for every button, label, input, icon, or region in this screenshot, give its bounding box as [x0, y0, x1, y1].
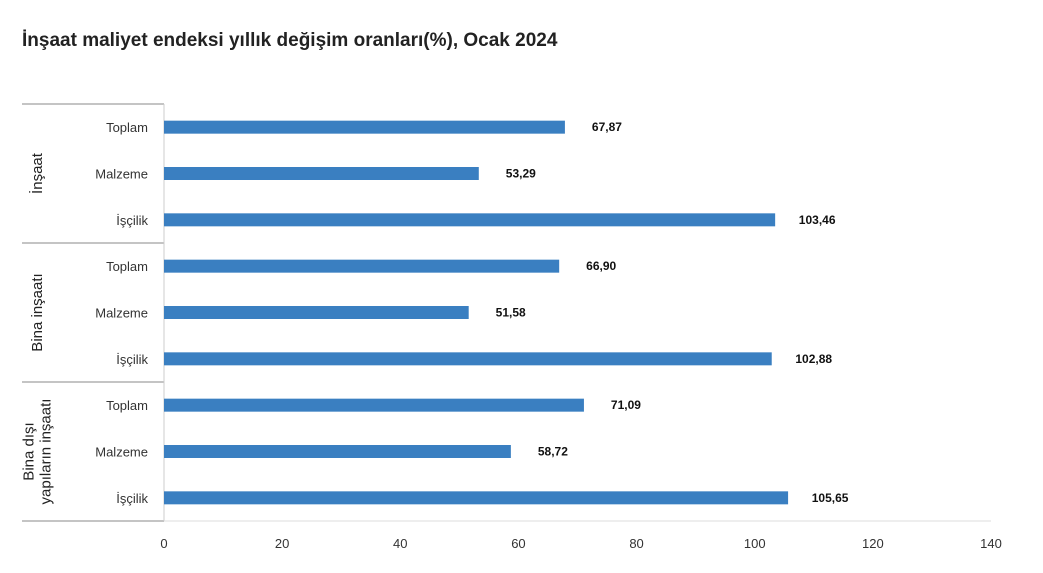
group-label: Bina dışıyapıların inşaatı [21, 399, 55, 505]
group-labels: İnşaat Bina inşaatı Bina dışıyapıların inş… [21, 152, 55, 504]
data-label: 71,09 [611, 398, 641, 412]
category-labels: Toplam Malzeme İşçilik Toplam Malzeme İşçilik… [95, 120, 148, 506]
bar [164, 352, 772, 366]
category-label: Toplam [106, 259, 148, 274]
bar [164, 259, 560, 273]
data-label: 66,90 [586, 259, 616, 273]
category-label: Malzeme [95, 167, 148, 182]
x-tick-label: 0 [160, 536, 167, 551]
data-label: 105,65 [812, 491, 849, 505]
data-label: 102,88 [795, 352, 832, 366]
group-label-line: İnşaat [28, 152, 46, 194]
category-label: İşçilik [116, 491, 148, 506]
x-tick-label: 120 [862, 536, 884, 551]
x-tick-label: 40 [393, 536, 407, 551]
data-label: 103,46 [799, 213, 836, 227]
bars [164, 120, 789, 505]
data-label: 67,87 [592, 120, 622, 134]
category-label: Toplam [106, 398, 148, 413]
x-axis-ticks: 0 20 40 60 80 100 120 140 [160, 536, 1001, 551]
category-label: Toplam [106, 120, 148, 135]
group-separators [22, 103, 164, 522]
x-tick-label: 80 [629, 536, 643, 551]
bar [164, 398, 584, 412]
data-label: 51,58 [496, 306, 526, 320]
data-label: 53,29 [506, 167, 536, 181]
group-label-line: Bina dışı [21, 422, 38, 480]
bar [164, 491, 789, 505]
category-label: Malzeme [95, 445, 148, 460]
x-tick-label: 20 [275, 536, 289, 551]
bar [164, 213, 776, 227]
bar [164, 306, 469, 319]
x-tick-label: 100 [744, 536, 766, 551]
category-label: Malzeme [95, 306, 148, 321]
data-label: 58,72 [538, 445, 568, 459]
bar [164, 167, 479, 180]
group-label: Bina inşaatı [29, 273, 46, 351]
category-label: İşçilik [116, 213, 148, 228]
bar [164, 120, 565, 134]
chart-title: İnşaat maliyet endeksi yıllık değişim or… [22, 30, 558, 51]
x-tick-label: 140 [980, 536, 1002, 551]
value-labels: 67,87 53,29 103,46 66,90 51,58 102,88 71,09 58,… [496, 120, 849, 505]
bar [164, 445, 511, 458]
category-label: İşçilik [116, 352, 148, 367]
group-label-line: yapıların inşaatı [38, 399, 55, 505]
group-label: İnşaat [28, 152, 46, 194]
group-label-line: Bina inşaatı [29, 273, 46, 351]
x-tick-label: 60 [511, 536, 525, 551]
